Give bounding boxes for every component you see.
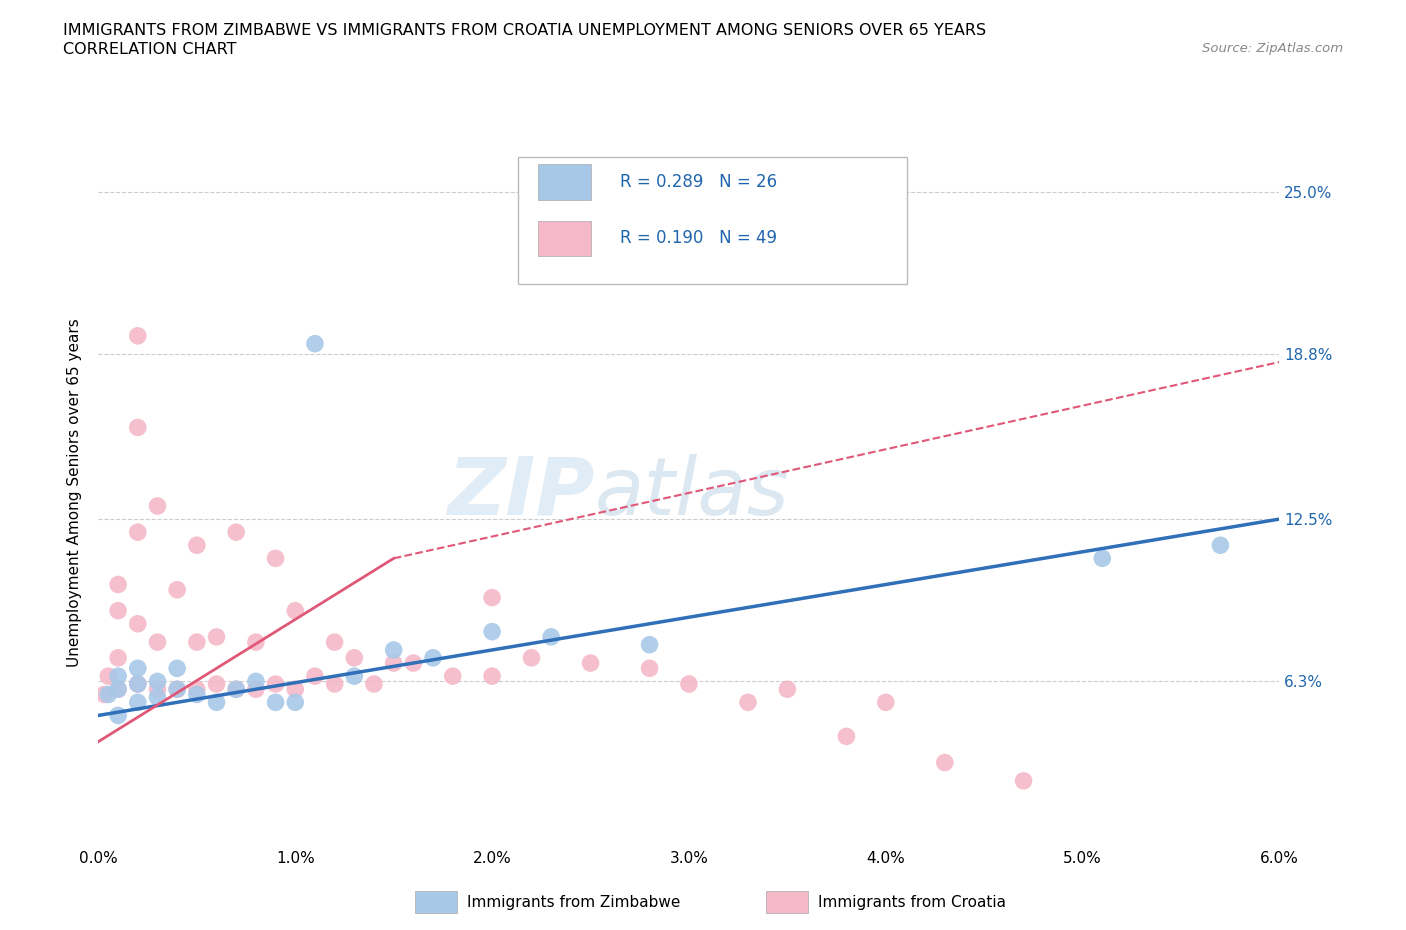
Text: ZIP: ZIP <box>447 454 595 532</box>
Point <box>127 617 149 631</box>
Point <box>579 656 602 671</box>
Point <box>166 682 188 697</box>
Point <box>205 630 228 644</box>
Point <box>146 690 169 705</box>
Point <box>481 669 503 684</box>
Text: R = 0.190   N = 49: R = 0.190 N = 49 <box>620 230 778 247</box>
Text: Immigrants from Zimbabwe: Immigrants from Zimbabwe <box>467 895 681 910</box>
Point <box>107 682 129 697</box>
Point <box>934 755 956 770</box>
Point <box>146 674 169 689</box>
Text: Source: ZipAtlas.com: Source: ZipAtlas.com <box>1202 42 1343 55</box>
Y-axis label: Unemployment Among Seniors over 65 years: Unemployment Among Seniors over 65 years <box>67 319 83 668</box>
Point <box>107 708 129 723</box>
Point <box>245 682 267 697</box>
Point <box>186 538 208 552</box>
Point <box>127 420 149 435</box>
Point <box>107 669 129 684</box>
Point <box>127 525 149 539</box>
Point <box>323 676 346 691</box>
Point <box>323 634 346 649</box>
Point <box>284 682 307 697</box>
Point <box>245 674 267 689</box>
Point <box>441 669 464 684</box>
Point <box>284 695 307 710</box>
Point <box>776 682 799 697</box>
Text: Immigrants from Croatia: Immigrants from Croatia <box>818 895 1007 910</box>
Point <box>402 656 425 671</box>
Point <box>107 578 129 592</box>
Point <box>737 695 759 710</box>
Point <box>107 650 129 665</box>
Point <box>127 676 149 691</box>
Point <box>304 337 326 352</box>
Point <box>1209 538 1232 552</box>
Point <box>107 682 129 697</box>
Point <box>343 650 366 665</box>
Point <box>146 634 169 649</box>
Point <box>166 661 188 676</box>
Point <box>205 676 228 691</box>
Bar <box>537 220 591 256</box>
Text: IMMIGRANTS FROM ZIMBABWE VS IMMIGRANTS FROM CROATIA UNEMPLOYMENT AMONG SENIORS O: IMMIGRANTS FROM ZIMBABWE VS IMMIGRANTS F… <box>63 23 987 38</box>
Point <box>264 695 287 710</box>
Point <box>245 634 267 649</box>
Text: atlas: atlas <box>595 454 789 532</box>
Point <box>382 656 405 671</box>
Point <box>382 643 405 658</box>
Point <box>343 669 366 684</box>
FancyBboxPatch shape <box>517 157 907 285</box>
Point <box>284 604 307 618</box>
Point <box>146 498 169 513</box>
Point <box>1012 774 1035 789</box>
Point <box>520 650 543 665</box>
Point <box>225 525 247 539</box>
Point <box>127 695 149 710</box>
Point <box>186 682 208 697</box>
Point <box>127 661 149 676</box>
Point <box>97 669 120 684</box>
Bar <box>537 165 591 200</box>
Point <box>264 551 287 565</box>
Point <box>225 682 247 697</box>
Point <box>481 591 503 605</box>
Point <box>363 676 385 691</box>
Point <box>638 661 661 676</box>
Point <box>127 676 149 691</box>
Point <box>97 687 120 702</box>
Point <box>422 650 444 665</box>
Point <box>146 682 169 697</box>
Point <box>107 604 129 618</box>
Point <box>205 695 228 710</box>
Point <box>638 637 661 652</box>
Point <box>127 328 149 343</box>
Point <box>225 682 247 697</box>
Point <box>481 624 503 639</box>
Point <box>264 676 287 691</box>
Text: CORRELATION CHART: CORRELATION CHART <box>63 42 236 57</box>
Point <box>186 687 208 702</box>
Point <box>875 695 897 710</box>
Point <box>166 682 188 697</box>
Point <box>93 687 115 702</box>
Point <box>186 634 208 649</box>
Point <box>540 630 562 644</box>
Point <box>1091 551 1114 565</box>
Point <box>166 582 188 597</box>
Point <box>835 729 858 744</box>
Text: R = 0.289   N = 26: R = 0.289 N = 26 <box>620 173 778 191</box>
Point <box>678 676 700 691</box>
Point <box>304 669 326 684</box>
